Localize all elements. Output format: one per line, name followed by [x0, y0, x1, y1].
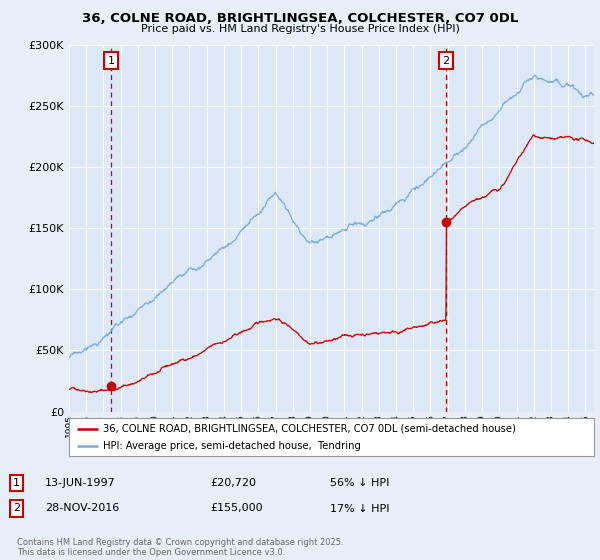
Text: £155,000: £155,000 [210, 503, 263, 514]
Text: 28-NOV-2016: 28-NOV-2016 [45, 503, 119, 514]
Text: 36, COLNE ROAD, BRIGHTLINGSEA, COLCHESTER, CO7 0DL (semi-detached house): 36, COLNE ROAD, BRIGHTLINGSEA, COLCHESTE… [103, 423, 516, 433]
Text: 17% ↓ HPI: 17% ↓ HPI [330, 503, 389, 514]
Text: 13-JUN-1997: 13-JUN-1997 [45, 478, 116, 488]
Text: 36, COLNE ROAD, BRIGHTLINGSEA, COLCHESTER, CO7 0DL: 36, COLNE ROAD, BRIGHTLINGSEA, COLCHESTE… [82, 12, 518, 25]
Text: 1: 1 [107, 56, 115, 66]
Text: 2: 2 [13, 503, 20, 514]
Text: Contains HM Land Registry data © Crown copyright and database right 2025.
This d: Contains HM Land Registry data © Crown c… [17, 538, 343, 557]
Text: £20,720: £20,720 [210, 478, 256, 488]
Text: 1: 1 [13, 478, 20, 488]
Text: 2: 2 [443, 56, 450, 66]
Text: HPI: Average price, semi-detached house,  Tendring: HPI: Average price, semi-detached house,… [103, 441, 361, 451]
Text: 56% ↓ HPI: 56% ↓ HPI [330, 478, 389, 488]
Text: Price paid vs. HM Land Registry's House Price Index (HPI): Price paid vs. HM Land Registry's House … [140, 24, 460, 34]
